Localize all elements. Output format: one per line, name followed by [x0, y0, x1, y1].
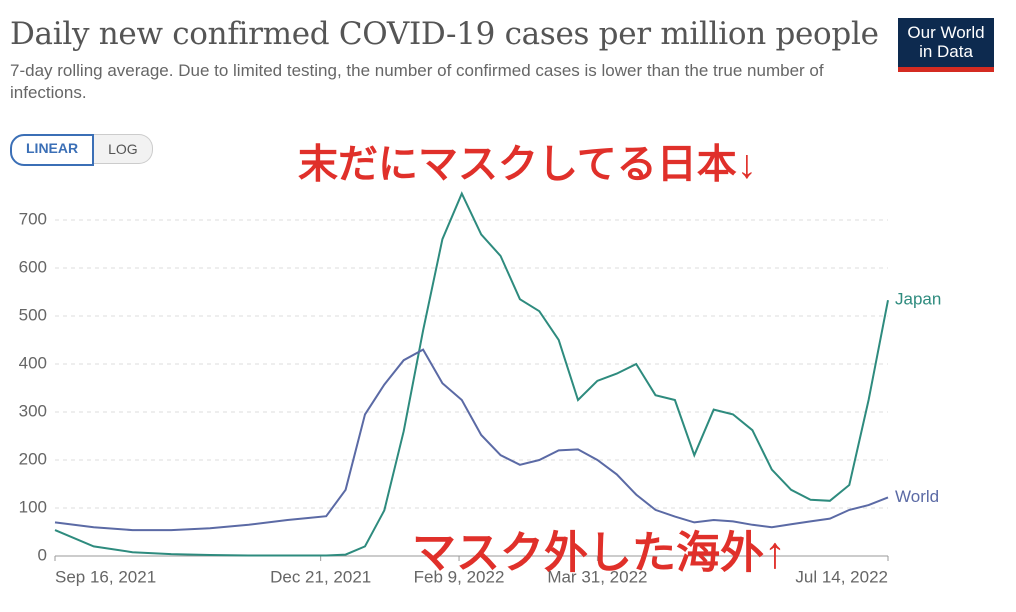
logo[interactable]: Our World in Data	[898, 18, 994, 72]
x-tick-label: Feb 9, 2022	[414, 567, 505, 586]
logo-line: Our World	[907, 23, 985, 42]
annotation: マスク外した海外↑	[412, 529, 786, 578]
x-tick-label: Dec 21, 2021	[270, 567, 371, 586]
y-tick-label: 300	[19, 401, 47, 420]
chart-title: Daily new confirmed COVID-19 cases per m…	[10, 16, 879, 52]
y-tick-label: 100	[19, 497, 47, 516]
linear-button[interactable]: LINEAR	[10, 134, 95, 166]
x-tick-label: Sep 16, 2021	[55, 567, 156, 586]
series-label: World	[895, 487, 939, 506]
logo-line: in Data	[919, 42, 973, 61]
y-tick-label: 500	[19, 305, 47, 324]
scale-toggle: LINEAR LOG	[10, 134, 153, 166]
y-tick-label: 400	[19, 353, 47, 372]
series-line	[54, 348, 889, 532]
y-tick-label: 200	[19, 449, 47, 468]
x-tick-label: Jul 14, 2022	[795, 567, 888, 586]
log-button[interactable]: LOG	[94, 134, 153, 164]
chart-subtitle: 7-day rolling average. Due to limited te…	[10, 61, 824, 102]
y-tick-label: 0	[38, 545, 47, 564]
y-tick-label: 600	[19, 257, 47, 276]
annotation: 末だにマスクしてる日本↓	[298, 143, 757, 187]
series-label: Japan	[895, 290, 941, 309]
x-tick-label: Mar 31, 2022	[547, 567, 647, 586]
y-tick-label: 700	[19, 209, 47, 228]
series-line	[54, 191, 889, 557]
